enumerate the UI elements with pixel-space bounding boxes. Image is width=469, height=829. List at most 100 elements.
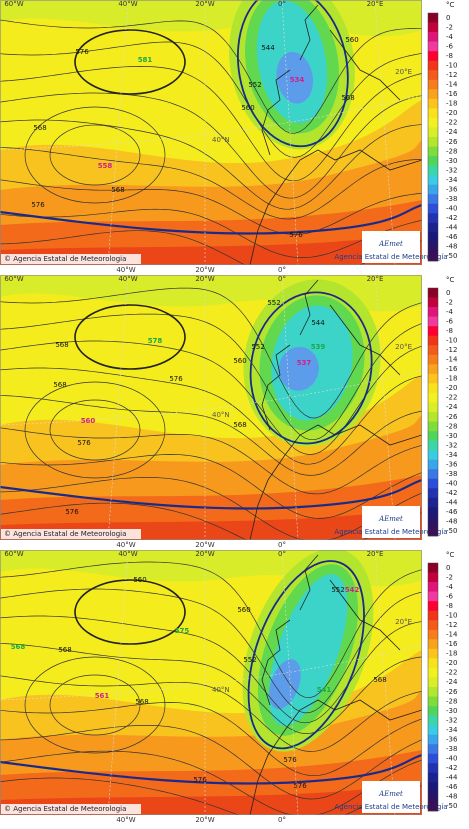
colorbar-label: -24 [446,678,458,686]
colorbar-label: -30 [446,432,457,440]
colorbar-label: -30 [446,707,457,715]
colorbar-label: -10 [446,611,457,619]
colorbar-label: -40 [446,480,457,488]
center-value: 542 [345,586,360,594]
contour-ring [24,381,166,479]
colorbar-swatch [428,373,438,384]
contour-label: 568 [58,646,71,654]
contour-line [0,146,422,220]
colorbar-swatch [428,175,438,185]
contour-line [0,41,422,158]
lon-label: 0° [278,266,286,274]
lon-label: 20°E [367,550,384,558]
colorbar-swatch [428,203,438,214]
lon-label: 20°E [367,275,384,283]
map-area: 568 575 561 542 541 568 560 568 576 560 552 576 568 5… [0,550,422,815]
colorbar-label: -36 [446,460,458,468]
map-area: 578 560 539 537 568 576 560 552 568 576 568 576 552 5… [0,275,422,540]
contour-line [0,427,422,495]
contour-label: 568 [373,676,386,684]
contour-line [0,208,422,258]
colorbar-unit: °C [446,1,455,9]
colorbar-label: -4 [446,308,454,316]
colorbar-label: -46 [446,508,458,516]
colorbar-label: -16 [446,640,458,648]
colorbar-label: -36 [446,735,458,743]
contour-ring [74,29,186,95]
colorbar-label: -36 [446,185,458,193]
contour-label: 552 [243,656,256,664]
colorbar-swatch [428,782,438,793]
contour-label: 568 [53,381,66,389]
contour-ring [249,291,373,445]
logo-subtitle: Agencia Estatal de Meteorología [334,803,447,811]
colorbar-label: -26 [446,688,458,696]
colorbar-swatch [428,184,438,195]
lon-label: 20°E [367,0,384,8]
colorbar-label: -26 [446,413,458,421]
coastline [249,4,422,265]
lon-label: 20°E [395,618,412,626]
lon-label: 20°E [395,68,412,76]
colorbar-frame [427,287,439,537]
colorbar-swatch [428,241,438,252]
colorbar-swatch [428,70,438,81]
map-panel: 578 560 539 537 568 576 560 552 568 576 568 576 552 5… [0,275,458,549]
colorbar-swatch [428,412,438,422]
colorbar-label: -12 [446,621,457,629]
coastline [249,279,422,540]
colorbar-swatch [428,687,438,697]
colorbar-label: -24 [446,128,458,136]
center-value: 581 [138,56,153,64]
colorbar-swatch [428,421,438,432]
colorbar-swatch [428,620,438,631]
colorbar-label: -4 [446,583,454,591]
colorbar-label: -50 [446,252,457,260]
contour-line [0,340,422,455]
lon-label: 0° [278,0,286,8]
lon-label: 40°W [118,550,137,558]
colorbar-label: -2 [446,298,453,306]
logo-name: AEmet [378,515,403,523]
colorbar-label: -40 [446,205,457,213]
colorbar-label: -42 [446,764,457,772]
colorbar-label: -10 [446,336,457,344]
colorbar-label: -26 [446,138,458,146]
contour-label: 560 [133,576,146,584]
contour-thick [0,203,422,235]
colorbar-label: -22 [446,394,457,402]
contour-label: 576 [283,756,297,764]
colorbar-label: -28 [446,147,457,155]
colorbar-label: -28 [446,697,457,705]
colorbar-swatch [428,801,438,812]
colorbar-label: -16 [446,90,458,98]
lat-label: 40°N [212,411,230,419]
contour-label: 568 [55,341,68,349]
colorbar-swatch [428,41,438,52]
colorbar-label: -20 [446,659,457,667]
colorbar-swatch [428,402,438,413]
contour-line [0,19,422,134]
colorbar-label: -48 [446,518,457,526]
colorbar-swatch [428,582,438,592]
colorbar-label: -38 [446,195,457,203]
colorbar-swatch [428,354,438,365]
contour-ring [24,656,166,754]
contour-ring [247,560,365,750]
contour-label: 552 [251,343,264,351]
contour-label: 576 [75,48,89,56]
coastline [249,554,422,815]
contour-line [0,92,422,199]
contour-label: 568 [135,698,148,706]
contour-line [0,179,422,235]
colorbar-swatch [428,156,438,166]
colorbar-swatch [428,629,438,640]
contour-line [0,588,422,714]
colorbar-swatch [428,639,438,650]
contour-ring [237,0,349,148]
logo-name: AEmet [378,240,403,248]
colorbar-label: -50 [446,527,457,535]
colorbar-label: 0 [446,564,450,572]
